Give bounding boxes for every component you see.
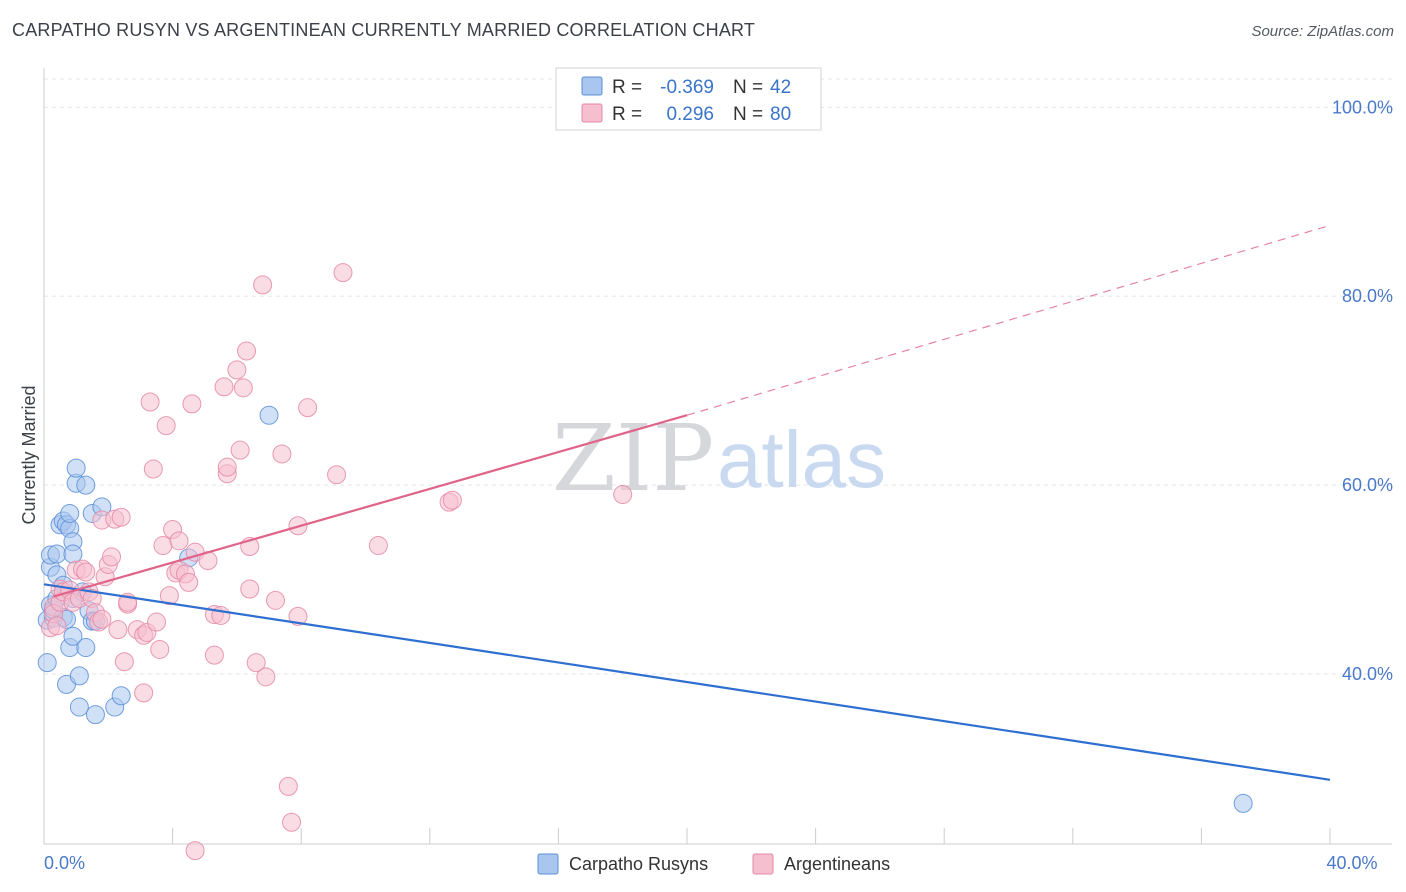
point-argentinean	[111, 507, 131, 527]
point-carpatho-rusyn	[60, 503, 80, 523]
point-carpatho-rusyn	[37, 653, 57, 673]
point-argentinean	[240, 579, 260, 599]
point-argentinean	[237, 341, 257, 361]
correlation-legend: R = -0.369 N = 42 R = 0.296 N = 80	[555, 67, 822, 131]
legend-swatch-pink	[581, 103, 603, 123]
x-tick-label: 40.0%	[1326, 853, 1377, 873]
point-argentinean	[214, 377, 234, 397]
point-argentinean	[102, 547, 122, 567]
trend-line-argentinean-extension	[686, 224, 1331, 416]
point-argentinean	[265, 590, 285, 610]
trend-line-carpatho-rusyn	[43, 583, 1331, 781]
chart-title: CARPATHO RUSYN VS ARGENTINEAN CURRENTLY …	[12, 20, 756, 40]
point-argentinean	[278, 776, 298, 796]
point-argentinean	[613, 485, 633, 505]
point-argentinean	[150, 639, 170, 659]
point-argentinean	[233, 378, 253, 398]
point-carpatho-rusyn	[66, 458, 86, 478]
point-argentinean	[272, 444, 292, 464]
point-argentinean	[156, 416, 176, 436]
y-axis-label: Currently Married	[19, 385, 39, 524]
legend-n-label-1: N =	[733, 77, 763, 98]
point-argentinean	[185, 841, 205, 861]
y-tick-label: 60.0%	[1342, 475, 1393, 495]
point-argentinean	[327, 465, 347, 485]
point-argentinean	[333, 263, 353, 283]
legend-r-value-2: 0.296	[666, 104, 714, 125]
point-argentinean	[153, 536, 173, 556]
point-carpatho-rusyn	[69, 697, 89, 717]
point-argentinean	[143, 459, 163, 479]
series-legend-label-argentinean: Argentineans	[784, 854, 890, 874]
trend-lines	[43, 224, 1331, 781]
legend-swatch-blue	[581, 76, 603, 96]
point-argentinean	[282, 812, 302, 832]
point-argentinean	[253, 275, 273, 295]
point-argentinean	[134, 683, 154, 703]
y-tick-label: 40.0%	[1342, 664, 1393, 684]
data-points	[37, 263, 1253, 861]
point-carpatho-rusyn	[259, 405, 279, 425]
x-tick-labels: 0.0% 40.0%	[44, 853, 1378, 873]
point-carpatho-rusyn	[76, 475, 96, 495]
point-argentinean	[298, 398, 318, 418]
point-argentinean	[147, 612, 167, 632]
point-argentinean	[169, 531, 189, 551]
series-legend-swatch-argentinean	[752, 853, 774, 875]
point-argentinean	[140, 392, 160, 412]
legend-n-value-2: 80	[770, 104, 791, 125]
point-carpatho-rusyn	[69, 666, 89, 686]
point-argentinean	[204, 645, 224, 665]
point-carpatho-rusyn	[63, 626, 83, 646]
legend-r-label-2: R =	[612, 104, 642, 125]
series-legend-swatch-carpatho	[537, 853, 559, 875]
y-tick-labels: 100.0% 80.0% 60.0% 40.0%	[1332, 97, 1393, 684]
series-legend: Carpatho Rusyns Argentineans	[537, 853, 890, 875]
point-argentinean	[92, 609, 112, 629]
point-argentinean	[114, 652, 134, 672]
point-argentinean	[227, 360, 247, 380]
x-tick-label: 0.0%	[44, 853, 85, 873]
legend-r-value-1: -0.369	[660, 77, 714, 98]
point-argentinean	[182, 394, 202, 414]
point-argentinean	[256, 667, 276, 687]
legend-n-label-2: N =	[733, 104, 763, 125]
y-tick-label: 100.0%	[1332, 97, 1393, 117]
watermark-atlas: atlas	[717, 415, 886, 504]
legend-r-label-1: R =	[612, 77, 642, 98]
point-argentinean	[108, 620, 128, 640]
point-argentinean	[76, 562, 96, 582]
axes	[43, 68, 1392, 845]
point-argentinean	[47, 616, 67, 636]
point-argentinean	[442, 490, 462, 510]
y-tick-label: 80.0%	[1342, 286, 1393, 306]
point-carpatho-rusyn	[76, 638, 96, 658]
point-argentinean	[368, 536, 388, 556]
watermark-zip: ZIP	[552, 405, 714, 512]
point-carpatho-rusyn	[1233, 793, 1253, 813]
point-argentinean	[179, 572, 199, 592]
point-argentinean	[217, 457, 237, 477]
point-argentinean	[159, 586, 179, 606]
point-carpatho-rusyn	[111, 686, 131, 706]
trend-line-argentinean	[53, 414, 688, 598]
point-argentinean	[230, 440, 250, 460]
watermark: ZIP atlas	[552, 405, 886, 512]
legend-n-value-1: 42	[770, 77, 791, 98]
source-note: Source: ZipAtlas.com	[1251, 23, 1394, 40]
point-argentinean	[246, 653, 266, 673]
point-carpatho-rusyn	[85, 705, 105, 725]
point-carpatho-rusyn	[47, 544, 67, 564]
point-argentinean	[288, 606, 308, 626]
series-legend-label-carpatho: Carpatho Rusyns	[569, 854, 708, 874]
